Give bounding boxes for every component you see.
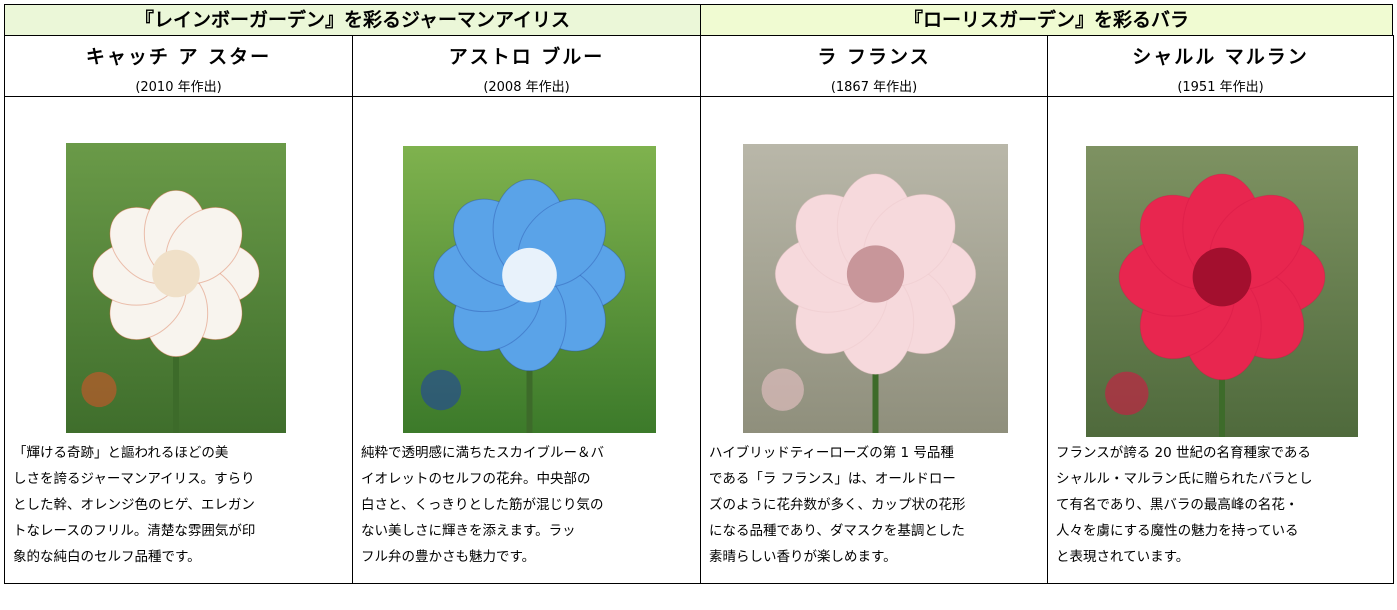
description-line: イオレットのセルフの花弁。中央部の <box>361 471 591 487</box>
flower-photo <box>66 143 286 433</box>
description-line: である「ラ フランス」は、オールドロー <box>709 471 956 487</box>
description-line: 純粋で透明感に満ちたスカイブルー＆バ <box>361 445 604 461</box>
description-line: 素晴らしい香りが楽しめます。 <box>709 549 897 565</box>
variety-header: アストロ ブルー (2008 年作出) <box>352 35 701 97</box>
variety-name: アストロ ブルー <box>448 46 605 68</box>
variety-year: (1951 年作出) <box>1177 80 1264 95</box>
variety-year: (2010 年作出) <box>135 80 222 95</box>
description-line: トなレースのフリル。清楚な雰囲気が印 <box>13 523 256 539</box>
group-header: 『ローリスガーデン』を彩るバラ <box>700 4 1393 36</box>
variety-year: (1867 年作出) <box>830 80 918 95</box>
variety-body: ハイブリッドティーローズの第 1 号品種 である「ラ フランス」は、オールドローズ… <box>700 96 1048 584</box>
variety-name: ラ フランス <box>817 46 931 68</box>
variety-body: 「輝ける奇跡」と謳われるほどの美しさを誇るジャーマンアイリス。すらり とした幹、オ… <box>4 96 353 584</box>
description-line: シャルル・マルラン氏に贈られたバラとし <box>1056 471 1313 487</box>
description-line: しさを誇るジャーマンアイリス。すらり <box>13 471 255 487</box>
flower-photo <box>1086 146 1358 437</box>
variety-name: シャルル マルラン <box>1132 46 1309 68</box>
variety-body: 純粋で透明感に満ちたスカイブルー＆バ イオレットのセルフの花弁。中央部の 白さと、く… <box>352 96 701 584</box>
description-line: フル弁の豊かさも魅力です。 <box>361 549 536 565</box>
description-line: て有名であり、黒バラの最高峰の名花・ <box>1056 497 1299 513</box>
description-line: ハイブリッドティーローズの第 1 号品種 <box>709 445 954 461</box>
description-line: になる品種であり、ダマスクを基調とした <box>709 523 965 539</box>
variety-year: (2008 年作出) <box>483 80 570 95</box>
group-header: 『レインボーガーデン』を彩るジャーマンアイリス <box>4 4 701 36</box>
description-line: ズのように花弁数が多く、カップ状の花形 <box>709 497 966 513</box>
description-line: 白さと、くっきりとした筋が混じり気の <box>361 497 604 513</box>
description-line: 「輝ける奇跡」と謳われるほどの美 <box>13 445 229 461</box>
description-line: ない美しさに輝きを添えます。ラッ <box>361 523 576 539</box>
variety-body: フランスが誇る 20 世紀の名育種家である シャルル・マルラン氏に贈られたバラとし… <box>1047 96 1394 584</box>
description-line: 象的な純白のセルフ品種です。 <box>13 549 201 565</box>
description-line: とした幹、オレンジ色のヒゲ、エレガン <box>13 497 255 513</box>
flower-photo <box>403 146 656 433</box>
description-line: フランスが誇る 20 世紀の名育種家である <box>1056 445 1311 461</box>
variety-header: シャルル マルラン (1951 年作出) <box>1047 35 1394 97</box>
variety-name: キャッチ ア スター <box>85 46 272 68</box>
description-line: 人々を虜にする魔性の魅力を持っている <box>1056 523 1299 539</box>
description-line: と表現されています。 <box>1056 549 1190 565</box>
variety-header: ラ フランス (1867 年作出) <box>700 35 1048 97</box>
variety-header: キャッチ ア スター (2010 年作出) <box>4 35 353 97</box>
flower-photo <box>743 144 1008 433</box>
